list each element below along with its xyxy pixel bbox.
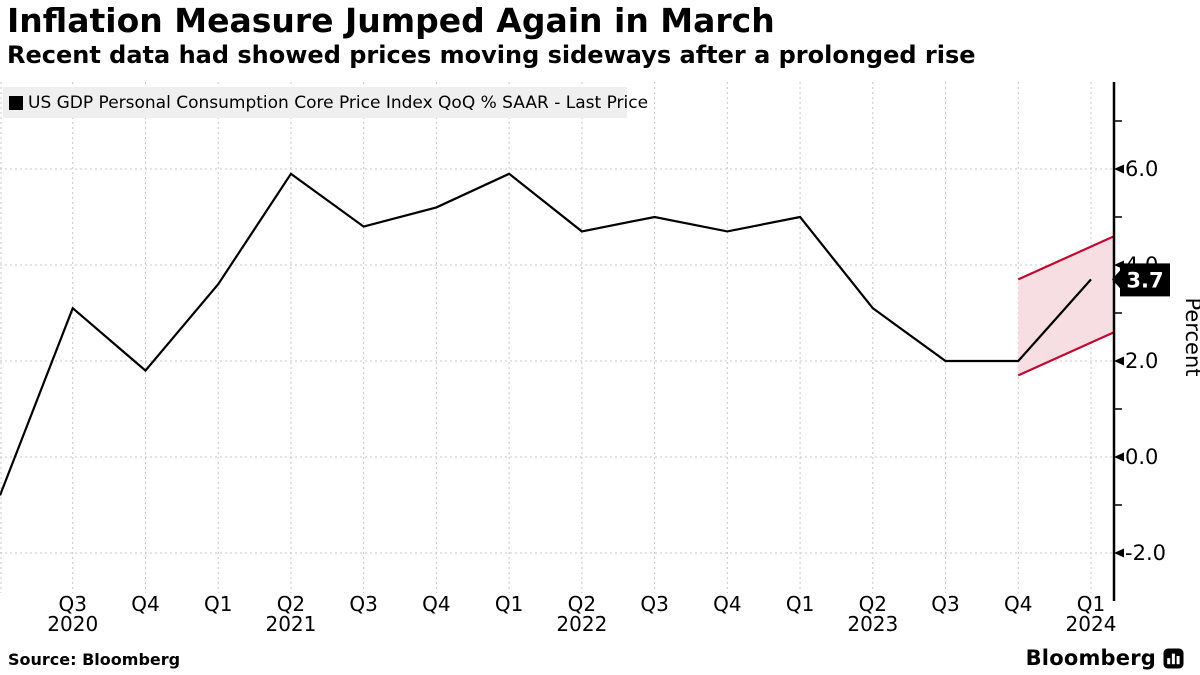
bloomberg-logo: Bloomberg [1026, 646, 1184, 670]
x-quarter-label: Q4 [131, 592, 159, 616]
x-year-label: 2020 [47, 612, 98, 636]
y-tick-label: 0.0 [1125, 445, 1158, 469]
x-quarter-label: Q2 [859, 592, 887, 616]
x-year-label: 2024 [1066, 612, 1117, 636]
last-price-pointer [1112, 268, 1122, 291]
y-tick-label: -2.0 [1125, 541, 1166, 565]
x-quarter-label: Q2 [568, 592, 596, 616]
x-quarter-label: Q4 [713, 592, 741, 616]
legend-swatch-icon [9, 95, 23, 110]
bloomberg-terminal-icon [1163, 648, 1184, 668]
legend: US GDP Personal Consumption Core Price I… [3, 87, 648, 118]
x-quarter-label: Q1 [204, 592, 232, 616]
bloomberg-wordmark: Bloomberg [1025, 646, 1156, 670]
x-quarter-label: Q3 [349, 592, 377, 616]
y-axis-title: Percent [1181, 297, 1200, 376]
legend-label: US GDP Personal Consumption Core Price I… [28, 92, 649, 113]
x-quarter-label: Q3 [58, 592, 86, 616]
x-quarter-label: Q2 [277, 592, 305, 616]
x-quarter-label: Q3 [640, 592, 668, 616]
x-year-label: 2021 [265, 612, 316, 636]
last-price-label: 3.7 [1126, 268, 1163, 292]
band-bottom-border [1017, 331, 1115, 377]
x-quarter-label: Q4 [1004, 592, 1032, 616]
source-note: Source: Bloomberg [8, 650, 181, 669]
price-line [0, 172, 1092, 496]
y-tick-label: 6.0 [1125, 157, 1158, 181]
y-tick-label: 2.0 [1125, 349, 1158, 373]
x-quarter-label: Q1 [786, 592, 814, 616]
y-major-tick-arrow [1114, 164, 1124, 174]
x-year-label: 2022 [556, 612, 607, 636]
x-quarter-label: Q1 [1077, 592, 1105, 616]
x-quarter-label: Q4 [422, 592, 450, 616]
last-price-badge [1120, 263, 1170, 297]
band-top-border [1017, 235, 1115, 281]
chart-title: Inflation Measure Jumped Again in March [7, 1, 775, 40]
y-major-tick-arrow [1114, 548, 1124, 558]
x-year-label: 2023 [847, 612, 898, 636]
x-quarter-label: Q3 [931, 592, 959, 616]
x-quarter-label: Q1 [495, 592, 523, 616]
y-major-tick-arrow [1114, 356, 1124, 366]
y-major-tick-arrow [1114, 452, 1124, 462]
chart-subtitle: Recent data had showed prices moving sid… [7, 41, 976, 69]
